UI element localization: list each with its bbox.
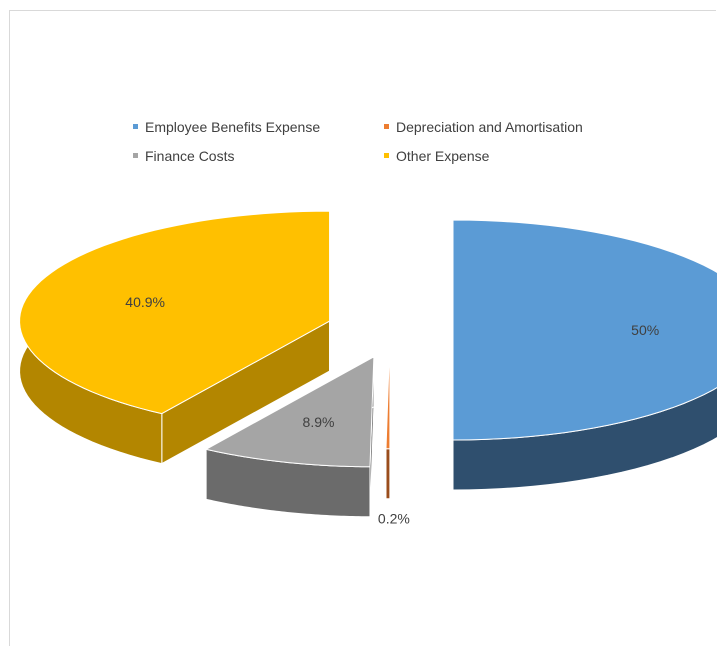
legend-swatch-finance-costs (133, 153, 138, 158)
legend-label-employee-benefits: Employee Benefits Expense (145, 119, 320, 135)
legend-swatch-depreciation (384, 124, 389, 129)
chart-area (9, 10, 716, 646)
slice-rim (385, 448, 391, 500)
data-labels: 50% 0.2% 8.9% 40.9% (125, 294, 659, 527)
slice-finance-costs (204, 355, 375, 518)
pie-slices (19, 210, 717, 518)
data-label-finance-costs: 8.9% (303, 414, 335, 430)
data-label-employee-benefits-expense: 50% (631, 322, 659, 338)
slice-depreciation-and-amortisation (385, 338, 391, 500)
slice-employee-benefits-expense (452, 219, 717, 491)
legend: Employee Benefits Expense Depreciation a… (133, 119, 583, 164)
legend-swatch-other-expense (384, 153, 389, 158)
slice-top (19, 210, 331, 415)
data-label-depreciation-and-amortisation: 0.2% (378, 511, 410, 527)
data-label-other-expense: 40.9% (125, 294, 165, 310)
slice-other-expense (19, 210, 331, 465)
slice-top (452, 219, 717, 441)
slice-top (204, 355, 375, 468)
legend-label-depreciation: Depreciation and Amortisation (396, 119, 583, 135)
slice-top (385, 338, 391, 450)
legend-label-other-expense: Other Expense (396, 148, 490, 164)
legend-label-finance-costs: Finance Costs (145, 148, 234, 164)
legend-swatch-employee-benefits (133, 124, 138, 129)
